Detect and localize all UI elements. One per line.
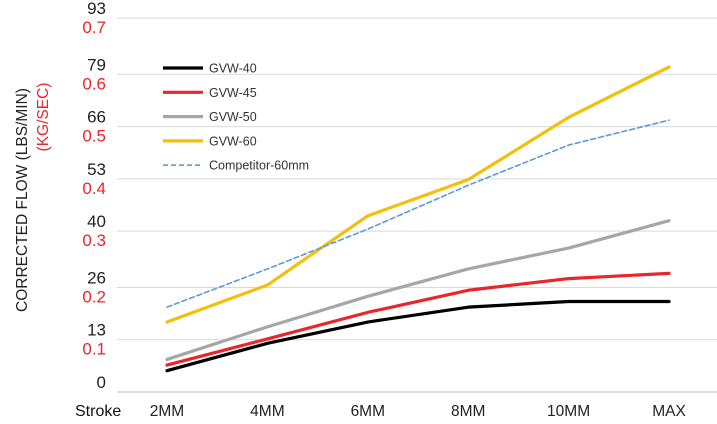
series-line	[165, 219, 671, 362]
x-tick-label: MAX	[652, 403, 686, 420]
y-tick-label: 53	[87, 160, 106, 179]
y-tick-label-secondary: 0.6	[82, 74, 106, 93]
series-lines	[165, 65, 671, 373]
series-line	[165, 299, 671, 373]
legend-label: GVW-40	[209, 62, 257, 76]
y-tick-label: 93	[87, 0, 106, 18]
y-tick-label: 66	[87, 108, 106, 127]
series-line	[166, 119, 670, 308]
x-tick-label: 10MM	[547, 403, 590, 420]
x-tick-label: 6MM	[351, 403, 385, 420]
legend: GVW-40 GVW-45 GVW-50 GVW-60 Competitor-60mm	[163, 62, 309, 173]
y-tick-label-secondary: 0.5	[82, 127, 106, 146]
y-tick-label: 13	[87, 321, 106, 340]
x-tick-label: 8MM	[451, 403, 485, 420]
y-tick-label: 26	[87, 268, 106, 287]
gridlines	[117, 17, 717, 393]
y-tick-label-secondary: 0.7	[82, 18, 106, 37]
legend-label: GVW-60	[209, 134, 257, 148]
y-tick-label-secondary: 0.3	[82, 231, 106, 250]
y-tick-label-secondary: 0.4	[82, 179, 106, 198]
x-axis-ticks: 2MM 4MM 6MM 8MM 10MM MAX	[150, 403, 687, 420]
y-tick-label-secondary: 0.2	[82, 287, 106, 306]
x-tick-label: 4MM	[250, 403, 284, 420]
x-axis-label: Stroke	[75, 403, 121, 420]
y-tick-label: 40	[87, 212, 106, 231]
x-tick-label: 2MM	[150, 403, 184, 420]
series-line	[165, 271, 671, 367]
y-tick-label: 0	[97, 373, 106, 392]
legend-label: GVW-45	[209, 86, 257, 100]
legend-label: Competitor-60mm	[209, 159, 309, 173]
y-tick-label: 79	[87, 55, 106, 74]
y-axis-ticks: 0 13 26 40 53 66 79 93 0.1 0.2 0.3 0.4 0.5 0.6 0.7	[82, 0, 106, 392]
y-tick-label-secondary: 0.1	[82, 340, 106, 359]
series-line	[165, 65, 671, 324]
legend-label: GVW-50	[209, 110, 257, 124]
y-axis-label: CORRECTED FLOW (LBS/MIN)	[14, 88, 31, 312]
y-axis-label-secondary: (KG/SEC)	[35, 83, 52, 152]
